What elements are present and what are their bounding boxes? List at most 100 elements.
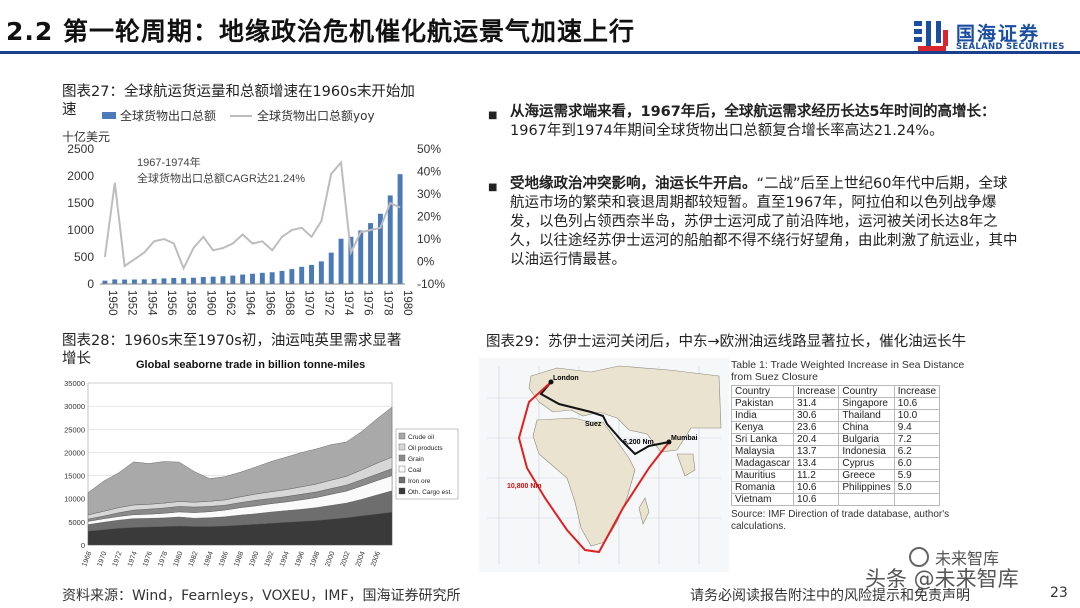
fig27-bar bbox=[279, 270, 285, 284]
fig28-x-tick: 1988 bbox=[233, 551, 245, 568]
table-row: Mauritius 11.2 Greece 5.9 bbox=[730, 469, 941, 482]
table-cell: 20.4 bbox=[793, 433, 840, 446]
fig28-legend-swatch bbox=[398, 487, 406, 495]
table-cell: Bulgaria bbox=[838, 433, 895, 446]
table-cell: 13.7 bbox=[793, 445, 840, 458]
table-source: Source: IMF Direction of trade database,… bbox=[731, 509, 950, 532]
title-divider bbox=[0, 51, 1080, 54]
fig28-y-tick: 30000 bbox=[64, 402, 85, 411]
table-cell: China bbox=[838, 421, 895, 434]
fig27-bar bbox=[309, 264, 314, 284]
fig27-bar bbox=[200, 276, 206, 284]
table-cell: Kenya bbox=[730, 421, 795, 434]
suez-distance-table: Country Increase Country Increase Pakistan 3… bbox=[730, 385, 941, 506]
bullet-2-bold: 受地缘政治冲突影响，油运长牛开启。 bbox=[510, 176, 757, 192]
table-row: Madagascar 13.4 Cyprus 6.0 bbox=[730, 457, 941, 470]
fig28-x-tick: 1986 bbox=[218, 551, 230, 568]
fig28-x-tick: 1980 bbox=[173, 551, 185, 568]
legend-line-swatch bbox=[230, 114, 253, 117]
fig27-y-left-tick: 500 bbox=[74, 250, 94, 264]
fig27-bar bbox=[220, 276, 226, 284]
sealand-logo-icon bbox=[912, 18, 950, 54]
table-row: Vietnam 10.6 bbox=[730, 493, 941, 506]
fig27-x-tick: 1974 bbox=[342, 290, 354, 316]
fig27-y-right-tick: 10% bbox=[417, 232, 441, 246]
fig27-bar bbox=[377, 213, 383, 284]
fig27-x-tick: 1966 bbox=[263, 290, 275, 316]
fig27-bar bbox=[230, 275, 236, 284]
fig27-bar bbox=[112, 279, 118, 284]
footer-source: 资料来源：Wind，Fearnleys，VOXEU，IMF，国海证券研究所 bbox=[62, 588, 461, 604]
fig27-bar bbox=[318, 261, 324, 284]
fig27-bar bbox=[240, 274, 246, 284]
fig27-bar bbox=[328, 252, 334, 284]
bullet-2-text: “二战”后至上世纪60年代中后期，全球航运市场的繁荣和衰退周期都较短暂。直至19… bbox=[510, 176, 1018, 268]
table-header-row: Country Increase Country Increase bbox=[730, 385, 941, 398]
table-cell: 6.0 bbox=[893, 457, 941, 470]
fig27-x-tick: 1950 bbox=[106, 290, 118, 316]
fig27-bar bbox=[210, 276, 216, 284]
fig28-x-tick: 1994 bbox=[279, 551, 291, 568]
fig27-annotation-line1: 1967-1974年 bbox=[137, 155, 201, 169]
table-cell: India bbox=[730, 409, 795, 422]
suez-distance-table-panel: Table 1: Trade Weighted Increase in Sea … bbox=[730, 359, 979, 533]
fig28-chart: 0 5000 10000 15000 20000 25000 30000 35000 1968 1… bbox=[64, 379, 459, 568]
fig28-legend-swatch bbox=[398, 454, 406, 462]
fig27-bar bbox=[397, 174, 403, 284]
fig27-title: 图表27：全球航运货运量和总额增速在1960s末开始加 速 bbox=[62, 83, 462, 119]
bullet-1-bold: 从海运需求端来看，1967年后，全球航运需求经历长达5年时间的高增长： bbox=[510, 104, 996, 120]
fig28-title: 图表28：1960s末至1970s初，油运吨英里需求显著 增长 bbox=[62, 332, 462, 368]
table-cell: Greece bbox=[838, 469, 895, 482]
table-row: Romania 10.6 Philippines 5.0 bbox=[730, 481, 941, 494]
fig27-y-right-tick: 30% bbox=[417, 187, 441, 201]
fig27-bar bbox=[181, 278, 187, 284]
fig27-y-right-tick: 20% bbox=[417, 210, 441, 224]
fig27-x-tick: 1956 bbox=[165, 290, 177, 316]
fig28-y-tick: 15000 bbox=[64, 472, 85, 481]
fig27-bar bbox=[151, 278, 157, 284]
fig27-chart: 0 500 1000 1500 2000 2500 -10% 0% 10% 20% 30% 40% 50… bbox=[67, 142, 445, 316]
fig27-x-tick: 1960 bbox=[204, 290, 216, 316]
table-cell: Singapore bbox=[838, 397, 895, 410]
legend-line-label: 全球货物出口总额yoy bbox=[257, 109, 375, 123]
fig28-x-tick: 1976 bbox=[142, 551, 154, 568]
fig27-bar bbox=[289, 269, 295, 284]
fig27-y-left-tick: 2500 bbox=[67, 142, 94, 156]
fig28-legend-swatch bbox=[398, 432, 406, 440]
fig28-y-tick: 10000 bbox=[64, 495, 85, 504]
fig27-x-tick: 1968 bbox=[283, 290, 295, 316]
fig27-x-tick: 1954 bbox=[145, 290, 157, 316]
map-label-london: London bbox=[553, 375, 579, 382]
fig27-bar bbox=[122, 279, 128, 284]
fig28-x-tick: 1996 bbox=[294, 551, 306, 568]
fig27-y-right-tick: 50% bbox=[417, 142, 441, 156]
table-header-cell: Increase bbox=[893, 385, 941, 398]
bullet-1-text: 1967年到1974年期间全球货物出口总额复合增长率高达21.24%。 bbox=[510, 123, 944, 139]
fig28-inner-title: Global seaborne trade in billion tonne-m… bbox=[136, 359, 366, 371]
table-cell bbox=[838, 493, 895, 506]
fig27-x-tick: 1958 bbox=[185, 290, 197, 316]
fig27-yoy-line bbox=[103, 160, 401, 271]
table-cell: 10.6 bbox=[793, 481, 840, 494]
table-cell: 10.6 bbox=[793, 493, 840, 506]
table-cell: 10.0 bbox=[893, 409, 941, 422]
table-cell: 10.6 bbox=[893, 397, 941, 410]
table-cell: Indonesia bbox=[838, 445, 895, 458]
fig27-y-right-tick: 0% bbox=[417, 255, 435, 269]
fig27-bar bbox=[171, 277, 177, 284]
fig28-y-tick: 25000 bbox=[64, 425, 85, 434]
legend-bar-swatch bbox=[102, 112, 116, 119]
table-cell: 30.6 bbox=[793, 409, 840, 422]
bullet-marker-icon: ■ bbox=[488, 110, 498, 121]
table-cell: 23.6 bbox=[793, 421, 840, 434]
table-cell: Vietnam bbox=[730, 493, 795, 506]
table-row: Sri Lanka 20.4 Bulgaria 7.2 bbox=[730, 433, 941, 446]
fig28-x-tick: 1992 bbox=[264, 551, 276, 568]
fig28-legend-swatch bbox=[398, 443, 406, 451]
fig28-y-tick: 5000 bbox=[68, 518, 85, 527]
fig28-x-tick: 1970 bbox=[97, 551, 109, 568]
fig27-bar bbox=[358, 230, 364, 284]
fig28-y-tick: 35000 bbox=[64, 379, 85, 388]
fig27-y-left-tick: 0 bbox=[87, 277, 94, 291]
table-cell: Madagascar bbox=[730, 457, 795, 470]
